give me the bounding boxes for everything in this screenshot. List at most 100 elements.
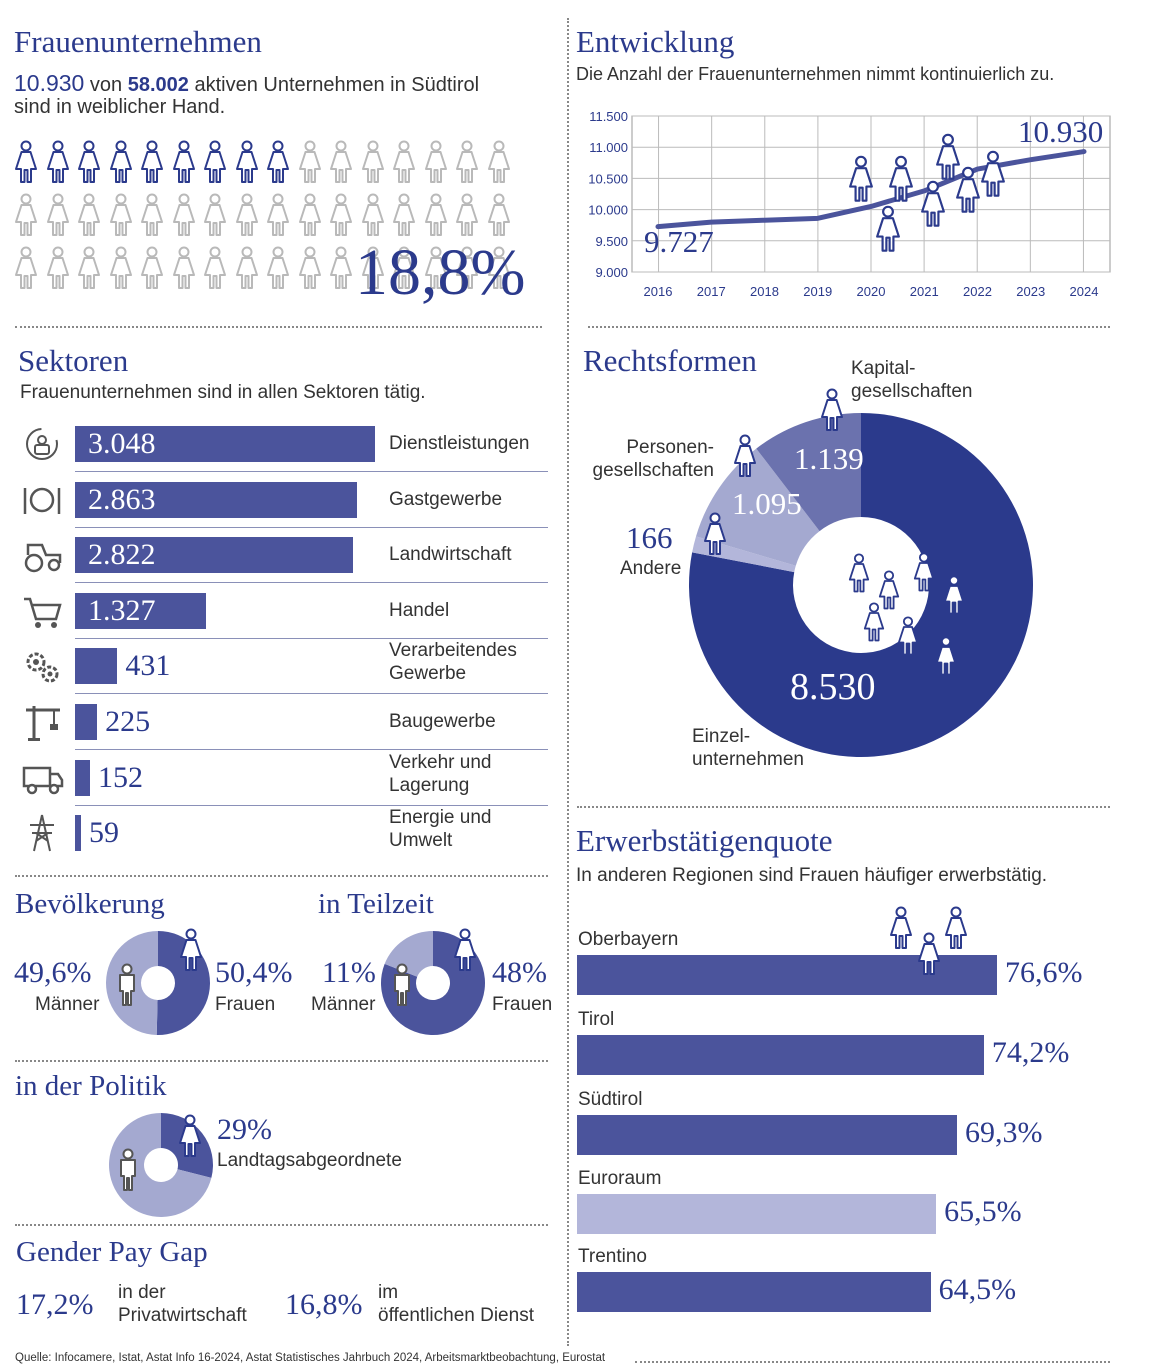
women-intro: 10.930 von 58.002 aktiven Unternehmen in… xyxy=(14,70,479,97)
women-text1: aktiven Unternehmen in Südtirol xyxy=(194,74,480,96)
person-icon xyxy=(424,193,448,237)
sector-bar xyxy=(75,481,357,518)
woman-icon xyxy=(917,932,941,976)
x-tick-label: 2018 xyxy=(750,284,779,299)
development-title: Entwicklung xyxy=(576,24,735,59)
politics-value: 29% xyxy=(217,1113,272,1146)
woman-icon xyxy=(453,928,477,972)
sector-bar xyxy=(75,815,81,852)
person-icon xyxy=(235,193,259,237)
employment-bar xyxy=(577,1115,957,1155)
row-separator xyxy=(75,693,548,695)
parttime-title: in Teilzeit xyxy=(318,888,434,920)
employment-value: 69,3% xyxy=(964,1116,1043,1149)
person-icon xyxy=(266,193,290,237)
population-men-value: 49,6% xyxy=(14,956,92,989)
person-icon xyxy=(109,246,133,290)
woman-icon xyxy=(77,140,101,184)
slice-men xyxy=(384,931,433,977)
crane-icon xyxy=(26,706,60,741)
women-title: Frauenunternehmen xyxy=(14,24,262,59)
sector-value: 225 xyxy=(105,705,151,738)
line-start-label: 9.727 xyxy=(644,224,714,259)
woman-icon xyxy=(848,553,870,593)
employment-label: Trentino xyxy=(578,1246,647,1267)
legal-einzel-value: 8.530 xyxy=(790,666,876,708)
row-separator xyxy=(75,471,548,472)
women-share: 18,8% xyxy=(355,236,526,309)
sector-value: 431 xyxy=(125,649,171,683)
woman-icon xyxy=(172,140,196,184)
woman-icon xyxy=(703,512,727,556)
line-chart: 9.000 9.500 10.000 10.500 11.000 11.500 2016 20… xyxy=(588,109,1111,299)
cutlery-icon xyxy=(23,487,61,514)
woman-icon xyxy=(203,140,227,184)
person-icon xyxy=(329,246,353,290)
sectors-subtitle: Frauenunternehmen sind in allen Sektoren… xyxy=(20,382,426,403)
politics-label: Landtagsabgeordnete xyxy=(217,1150,402,1171)
sector-label: Gastgewerbe xyxy=(389,488,503,510)
person-icon xyxy=(392,193,416,237)
woman-icon xyxy=(913,552,935,592)
person-icon xyxy=(235,246,259,290)
row-separator xyxy=(75,637,548,639)
person-icon xyxy=(109,193,133,237)
sector-label: Handel xyxy=(389,599,450,621)
parttime-women-value: 48% xyxy=(492,956,547,989)
employment-value: 64,5% xyxy=(938,1273,1017,1306)
y-tick-label: 10.500 xyxy=(588,171,628,186)
sector-label: Energie und Umwelt xyxy=(389,807,492,852)
person-icon xyxy=(361,193,385,237)
y-tick-label: 9.000 xyxy=(595,265,628,280)
sector-bar xyxy=(75,426,375,462)
vertical-divider xyxy=(567,18,569,1346)
employment-bar xyxy=(577,1035,984,1075)
divider xyxy=(15,326,542,328)
person-icon xyxy=(298,193,322,237)
sector-label: Baugewerbe xyxy=(389,711,496,732)
service-icon xyxy=(26,428,58,460)
person-icon xyxy=(298,140,322,184)
sector-label: Dienstleistungen xyxy=(389,433,530,454)
divider xyxy=(15,1060,548,1062)
gears-icon xyxy=(26,652,59,683)
x-tick-label: 2023 xyxy=(1016,284,1045,299)
y-tick-label: 11.500 xyxy=(589,109,628,124)
source-note: Quelle: Infocamere, Istat, Astat Info 16… xyxy=(15,1352,606,1364)
woman-icon xyxy=(179,928,203,972)
y-tick-label: 9.500 xyxy=(595,234,628,249)
legal-kapital-label: Kapital-gesellschaften xyxy=(851,358,973,402)
person-icon xyxy=(487,140,511,184)
person-icon xyxy=(298,246,322,290)
sector-value: 2.822 xyxy=(88,538,156,572)
legal-personen-label: Personen-gesellschaften xyxy=(592,437,714,481)
cart-icon xyxy=(24,597,62,628)
person-icon xyxy=(14,193,38,237)
man-icon xyxy=(390,963,414,1007)
sector-value: 2.863 xyxy=(88,482,156,516)
woman-icon xyxy=(14,140,38,184)
woman-icon xyxy=(889,906,913,950)
employment-label: Euroraum xyxy=(578,1168,662,1189)
person-icon xyxy=(14,246,38,290)
employment-bar xyxy=(577,1194,937,1234)
sector-label: Landwirtschaft xyxy=(389,544,512,566)
woman-icon xyxy=(109,140,133,184)
slice-men xyxy=(109,1113,212,1217)
row-separator xyxy=(75,526,548,528)
women-total: 58.002 xyxy=(127,74,189,96)
legal-title: Rechtsformen xyxy=(583,343,757,378)
person-icon xyxy=(77,193,101,237)
employment-value: 76,6% xyxy=(1005,956,1083,989)
employment-subtitle: In anderen Regionen sind Frauen häufiger… xyxy=(576,865,1048,886)
population-women-label: Frauen xyxy=(215,994,276,1015)
person-icon xyxy=(77,246,101,290)
parttime-women-label: Frauen xyxy=(492,994,553,1015)
paygap-public-label: im öffentlichen Dienst xyxy=(378,1282,534,1326)
sector-value: 152 xyxy=(97,760,143,794)
line-end-label: 10.930 xyxy=(1018,114,1104,149)
divider xyxy=(577,806,1110,808)
person-icon xyxy=(455,140,479,184)
slice-personengesellschaften xyxy=(696,448,820,566)
x-tick-label: 2016 xyxy=(644,284,673,299)
